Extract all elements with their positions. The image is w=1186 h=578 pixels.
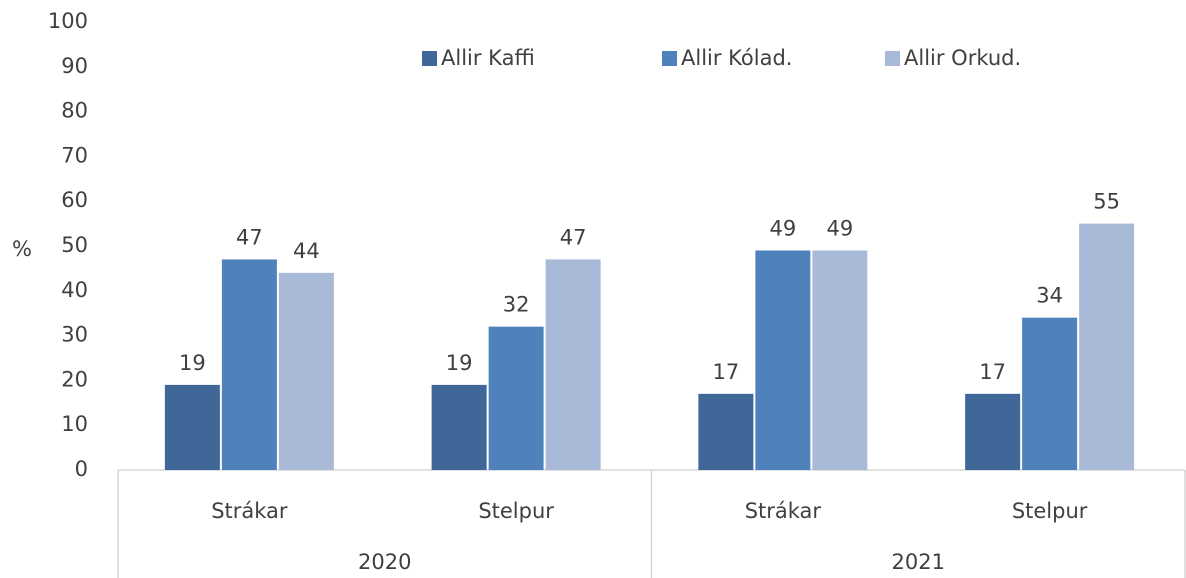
legend-label: Allir Orkud. [904,46,1021,70]
legend-swatch [422,51,437,66]
y-tick-label: 70 [61,143,88,167]
y-tick-label: 90 [61,54,88,78]
x-tick-label: Stelpur [1012,499,1088,523]
value-label: 49 [827,216,854,240]
x-tick-label: Stelpur [478,499,554,523]
y-tick-label: 40 [61,278,88,302]
bar [431,384,487,470]
group-label: 2020 [358,550,411,574]
y-tick-label: 50 [61,233,88,257]
legend-label: Allir Kaffi [441,46,535,70]
value-label: 55 [1093,190,1120,214]
value-label: 32 [503,293,530,317]
value-label: 19 [179,351,206,375]
legend-swatch [885,51,900,66]
value-label: 44 [293,239,320,263]
bar [965,393,1021,470]
bar [698,393,754,470]
bar [278,272,334,470]
y-tick-label: 0 [75,457,88,481]
x-tick-label: Strákar [211,499,288,523]
y-tick-label: 100 [48,9,88,33]
bar [221,259,277,470]
y-tick-label: 30 [61,323,88,347]
value-label: 47 [560,225,587,249]
value-label: 17 [979,360,1006,384]
bar [755,250,811,470]
y-tick-label: 10 [61,412,88,436]
bar [1022,317,1078,470]
bar [545,259,601,470]
bar [488,326,544,470]
group-label: 2021 [892,550,945,574]
x-tick-label: Strákar [745,499,822,523]
y-tick-label: 80 [61,99,88,123]
value-label: 47 [236,225,263,249]
y-tick-label: 60 [61,188,88,212]
value-label: 19 [446,351,473,375]
bar [1079,223,1135,470]
value-label: 49 [770,216,797,240]
value-label: 34 [1036,284,1063,308]
legend-swatch [662,51,677,66]
bar [164,384,220,470]
y-tick-label: 20 [61,367,88,391]
legend-label: Allir Kólad. [681,46,792,70]
bar [812,250,868,470]
value-label: 17 [713,360,740,384]
y-axis-label: % [12,237,32,261]
